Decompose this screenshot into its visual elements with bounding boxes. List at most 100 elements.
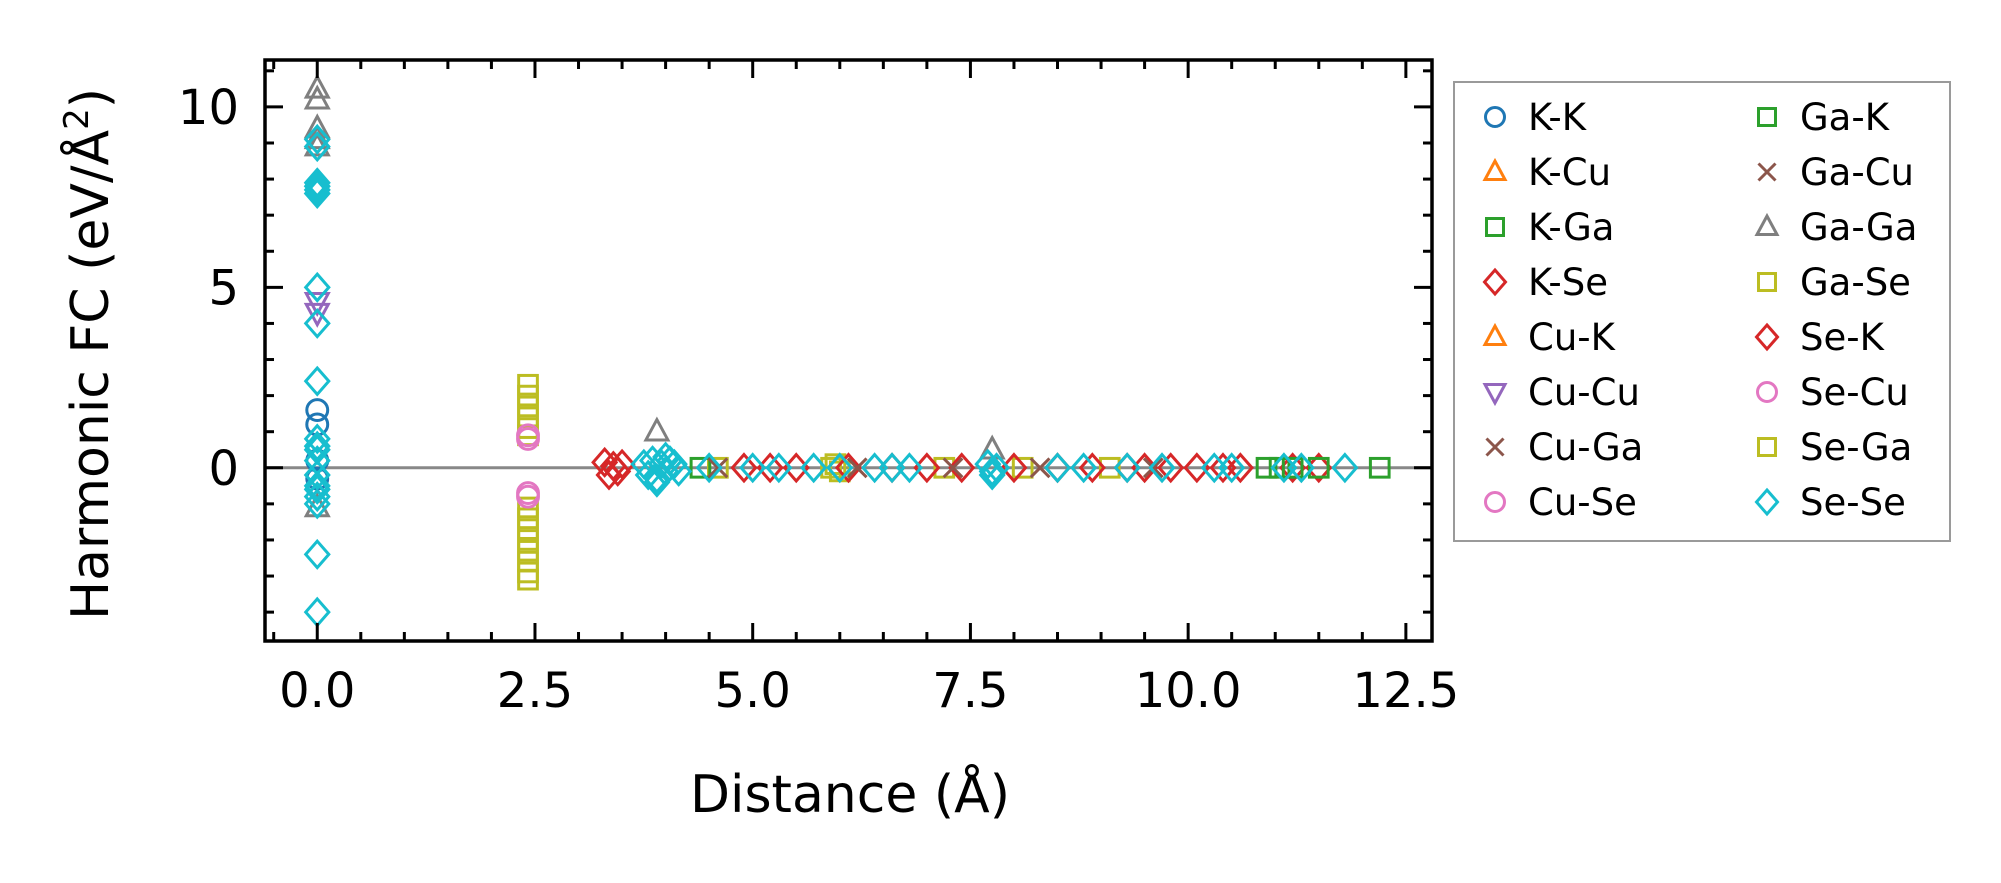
x-tick-label: 2.5: [497, 663, 573, 719]
data-point: [913, 452, 941, 484]
data-point: [303, 538, 331, 570]
data-point: [303, 123, 331, 155]
legend-marker: [1482, 267, 1508, 297]
legend-marker: [1482, 322, 1508, 346]
data-point: [303, 488, 331, 520]
legend-marker: [1482, 383, 1508, 407]
plot-frame: [263, 58, 1434, 643]
data-point: [303, 73, 331, 99]
data-point: [643, 416, 671, 442]
data-point: [1279, 452, 1307, 484]
data-point: [303, 423, 331, 455]
data-point: [1043, 452, 1072, 484]
data-point: [303, 473, 331, 505]
y-tick-label: 5: [208, 260, 239, 316]
legend-marker: [1757, 272, 1777, 292]
data-point: [303, 174, 331, 206]
legend-item: Ga-Se: [1757, 261, 1911, 304]
data-point: [303, 430, 331, 462]
legend-label: Cu-K: [1528, 316, 1617, 359]
data-point: [303, 170, 331, 202]
data-point: [1183, 452, 1211, 484]
data-point: [604, 455, 632, 487]
legend-item: Cu-Ga: [1485, 426, 1643, 469]
data-point: [303, 470, 331, 502]
data-point: [834, 452, 863, 484]
data-point: [824, 453, 847, 476]
data-point: [1131, 452, 1159, 484]
legend-label: K-Se: [1528, 261, 1608, 304]
x-tick-label: 5.0: [715, 663, 791, 719]
data-point: [895, 452, 924, 484]
y-axis-label-close: ): [61, 88, 121, 108]
data-point: [1142, 457, 1164, 479]
data-point: [1305, 452, 1333, 484]
data-point: [1226, 452, 1254, 484]
legend-label: Se-Se: [1800, 481, 1906, 524]
y-tick-label: 10: [178, 80, 239, 136]
legend-label: K-Ga: [1528, 206, 1614, 249]
legend-item: Se-K: [1754, 316, 1886, 359]
legend: K-K K-Cu K-Ga K-Se Cu-K Cu-Cu Cu-Ga Cu-Se Ga-K Ga…: [1453, 81, 1951, 542]
data-point: [608, 448, 636, 480]
legend-item: K-Ga: [1485, 206, 1614, 249]
data-point: [846, 457, 868, 479]
data-point: [861, 452, 889, 484]
data-point: [878, 452, 906, 484]
legend-label: Se-Ga: [1800, 426, 1912, 469]
legend-item: Ga-Cu: [1757, 151, 1914, 194]
legend-item: Ga-K: [1757, 96, 1891, 139]
x-tick-label: 10.0: [1135, 663, 1242, 719]
data-point: [739, 452, 767, 484]
tick-labels: 0.0 2.5 5.0 7.5 10.0 12.5 0 5 10: [178, 80, 1459, 719]
data-point: [517, 568, 539, 591]
data-point: [303, 131, 331, 163]
data-point: [303, 459, 331, 491]
legend-item: Se-Se: [1754, 481, 1906, 524]
legend-label: Se-Cu: [1800, 371, 1909, 414]
legend-marker: [1754, 322, 1780, 352]
data-point: [730, 452, 758, 484]
x-tick-label: 0.0: [279, 663, 355, 719]
data-point: [1270, 452, 1298, 484]
legend-item: Ga-Ga: [1754, 206, 1917, 249]
legend-marker: [1754, 487, 1780, 517]
legend-label: Ga-Ga: [1800, 206, 1917, 249]
legend-box: [1453, 81, 1951, 542]
data-point: [695, 452, 723, 484]
data-point: [643, 466, 671, 498]
legend-marker: [1756, 381, 1778, 403]
legend-item: K-Cu: [1482, 151, 1611, 194]
series-se-ga-ga-se: [517, 373, 1121, 591]
legend-item: K-K: [1484, 96, 1588, 139]
data-point: [765, 452, 793, 484]
legend-item: Cu-Se: [1484, 481, 1637, 524]
data-point: [652, 441, 680, 473]
data-point: [1113, 452, 1141, 484]
data-point: [1029, 457, 1051, 479]
data-point: [305, 398, 330, 422]
legend-marker: [1757, 107, 1777, 127]
data-point: [1011, 456, 1034, 479]
data-point: [1070, 452, 1098, 484]
data-point: [689, 456, 712, 479]
legend-item: Cu-K: [1482, 316, 1617, 359]
x-axis-label: Distance (Å): [690, 763, 1010, 825]
data-point: [1287, 452, 1315, 484]
legend-label: K-Cu: [1528, 151, 1611, 194]
data-point: [1078, 452, 1106, 484]
legend-label: Se-K: [1800, 316, 1886, 359]
data-point: [1098, 456, 1121, 479]
series-se-se: [303, 123, 1359, 628]
data-point: [303, 365, 331, 397]
data-point: [1157, 452, 1185, 484]
x-tick-label: 12.5: [1352, 663, 1459, 719]
legend-marker: [1484, 491, 1506, 513]
legend-marker: [1754, 212, 1780, 236]
data-point: [516, 426, 540, 451]
y-axis-label-main: Harmonic FC (eV/Å: [59, 129, 121, 620]
legend-item: K-Se: [1482, 261, 1608, 304]
data-marks: [303, 73, 1391, 628]
data-point: [1368, 456, 1391, 479]
